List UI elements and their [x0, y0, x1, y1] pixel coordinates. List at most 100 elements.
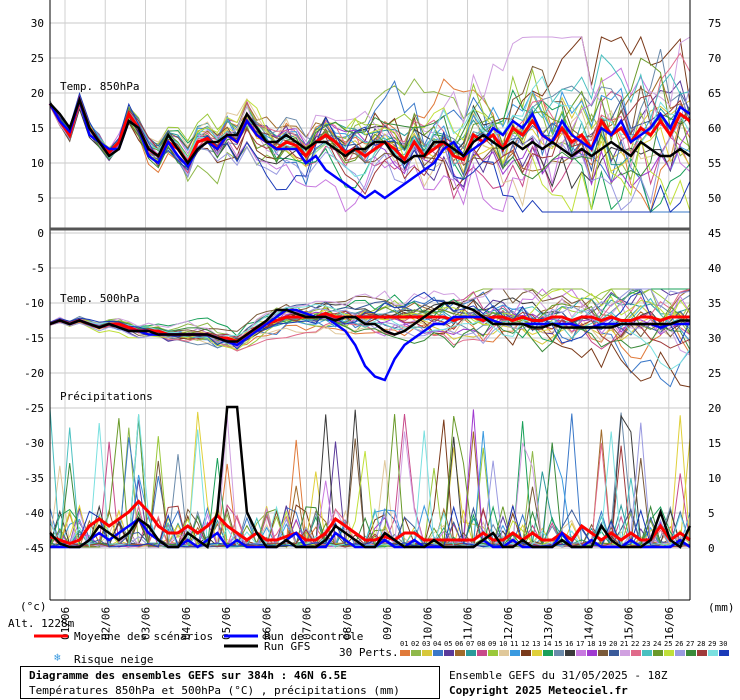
pert-swatch [565, 650, 575, 656]
pert-number: 25 [664, 640, 672, 648]
pert-number: 07 [466, 640, 474, 648]
pert-number: 21 [620, 640, 628, 648]
pert-swatch [521, 650, 531, 656]
tick-label-right: 70 [708, 52, 721, 65]
pert-number: 02 [411, 640, 419, 648]
tick-label-right: 35 [708, 297, 721, 310]
perturbation-line [49, 36, 691, 169]
tick-label-left: 15 [31, 122, 44, 135]
pert-swatch [664, 650, 674, 656]
pert-number: 24 [653, 640, 661, 648]
pert-number: 13 [532, 640, 540, 648]
pert-swatch [620, 650, 630, 656]
tick-label-right: 65 [708, 87, 721, 100]
pert-swatch [631, 650, 641, 656]
tick-label-left: 20 [31, 87, 44, 100]
pert-swatch [587, 650, 597, 656]
tick-label-date: 14/06 [582, 607, 595, 640]
pert-swatch [499, 650, 509, 656]
pert-number: 10 [499, 640, 507, 648]
tick-label-left: -25 [24, 402, 44, 415]
tick-label-right: 20 [708, 402, 721, 415]
tick-label-left: -20 [24, 367, 44, 380]
tick-label-right: 75 [708, 17, 721, 30]
tick-label-date: 07/06 [301, 607, 314, 640]
tick-label-left: -5 [31, 262, 44, 275]
tick-label-right: 60 [708, 122, 721, 135]
pert-number: 28 [697, 640, 705, 648]
label-t850: Temp. 850hPa [60, 80, 140, 93]
tick-label-date: 05/06 [220, 607, 233, 640]
pert-number: 18 [587, 640, 595, 648]
legend-mean: Moyenne des scénarios [74, 630, 214, 643]
tick-label-left: 30 [31, 17, 44, 30]
perturbation-line [49, 288, 691, 351]
pert-swatch [653, 650, 663, 656]
pert-swatch [598, 650, 608, 656]
legend-perts: 30 Perts. [339, 646, 399, 659]
pert-number: 19 [598, 640, 606, 648]
pert-swatch [708, 650, 718, 656]
series-precip_mean [49, 499, 691, 546]
perturbation-line [49, 97, 691, 214]
pert-swatch [642, 650, 652, 656]
tick-label-right: 40 [708, 262, 721, 275]
pert-number: 14 [543, 640, 551, 648]
pert-number: 05 [444, 640, 452, 648]
pert-swatch [686, 650, 696, 656]
tick-label-left: 25 [31, 52, 44, 65]
series-t850_gfs [49, 96, 691, 166]
tick-label-date: 03/06 [140, 607, 153, 640]
pert-number: 11 [510, 640, 518, 648]
pert-swatch [422, 650, 432, 656]
tick-label-date: 01/06 [59, 607, 72, 640]
pert-number: 04 [433, 640, 441, 648]
perturbation-line [49, 505, 691, 548]
pert-swatch [433, 650, 443, 656]
tick-label-left: 10 [31, 157, 44, 170]
series-t500_gfs [49, 301, 690, 343]
tick-label-right: 30 [708, 332, 721, 345]
pert-number: 01 [400, 640, 408, 648]
unit-left: (°c) [20, 600, 47, 613]
tick-label-right: 15 [708, 437, 721, 450]
legend-swatches: 01 02 03 04 05 06 07 08 09 10 11 12 13 14 15 16 17 18 19 20… [34, 634, 729, 656]
pert-number: 09 [488, 640, 496, 648]
tick-label-date: 04/06 [180, 607, 193, 640]
main-series-lines [48, 95, 692, 550]
copyright: Copyright 2025 Meteociel.fr [449, 684, 628, 697]
pert-number: 03 [422, 640, 430, 648]
tick-label-right: 55 [708, 157, 721, 170]
pert-swatch [543, 650, 553, 656]
run-info: Ensemble GEFS du 31/05/2025 - 18Z [449, 669, 668, 682]
pert-swatch [554, 650, 564, 656]
pert-swatch [444, 650, 454, 656]
perturbation-line [49, 288, 691, 356]
tick-label-date: 13/06 [542, 607, 555, 640]
tick-label-right: 0 [708, 542, 715, 555]
tick-label-right: 10 [708, 472, 721, 485]
pert-number: 17 [576, 640, 584, 648]
label-t500: Temp. 500hPa [60, 292, 140, 305]
pert-swatch [719, 650, 729, 656]
tick-label-left: -15 [24, 332, 44, 345]
pert-swatch [510, 650, 520, 656]
altitude-label: Alt. 1228m [8, 617, 75, 630]
perturbation-line [49, 307, 691, 353]
pert-number: 26 [675, 640, 683, 648]
pert-swatch [532, 650, 542, 656]
pert-number: 12 [521, 640, 529, 648]
pert-swatch [477, 650, 487, 656]
pert-swatch [411, 650, 421, 656]
pert-number: 27 [686, 640, 694, 648]
unit-right: (mm) [708, 601, 735, 614]
tick-label-date: 02/06 [99, 607, 112, 640]
pert-swatch [466, 650, 476, 656]
footer-title: Diagramme des ensembles GEFS sur 384h : … [29, 669, 347, 682]
pert-swatch [488, 650, 498, 656]
tick-label-left: -40 [24, 507, 44, 520]
legend-gfs: Run GFS [264, 640, 311, 653]
tick-label-date: 15/06 [623, 607, 636, 640]
tick-label-left: 0 [37, 227, 44, 240]
perturbation-line [49, 75, 691, 178]
